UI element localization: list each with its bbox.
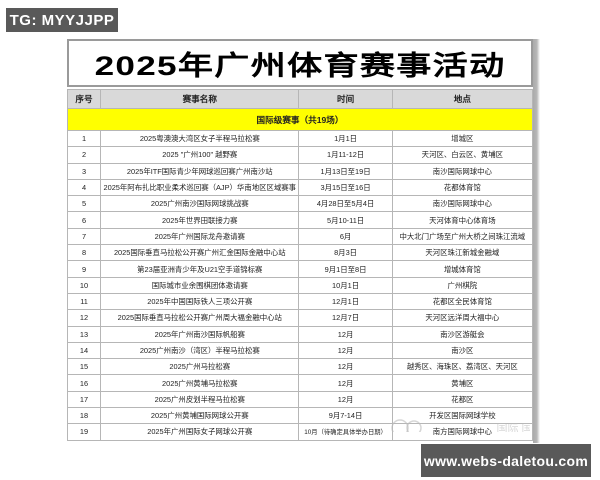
- svg-text:国际 国际: 国际 国际: [496, 422, 530, 432]
